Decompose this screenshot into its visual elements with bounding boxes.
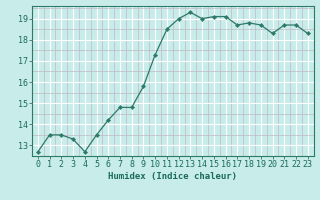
X-axis label: Humidex (Indice chaleur): Humidex (Indice chaleur) bbox=[108, 172, 237, 181]
